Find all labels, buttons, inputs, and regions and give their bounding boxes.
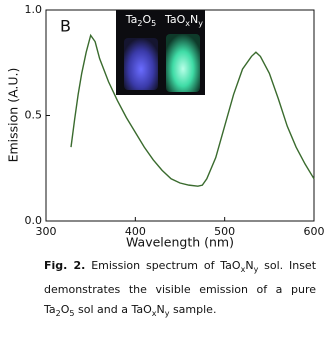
panel-label: B xyxy=(60,17,71,36)
x-axis-label: Wavelength (nm) xyxy=(126,235,234,250)
sub: 2 xyxy=(55,309,61,319)
t: N xyxy=(156,303,165,317)
t: O xyxy=(60,303,70,317)
sub: 5 xyxy=(69,309,75,319)
inset-label: Ta2O5 xyxy=(125,13,157,28)
x-tick-label: 400 xyxy=(125,225,146,238)
caption-label: Fig. 2. xyxy=(44,259,86,272)
x-tick-label: 300 xyxy=(36,225,57,238)
sub: y xyxy=(198,19,203,28)
sub: y xyxy=(253,265,259,275)
y-tick-label: 1.0 xyxy=(25,3,43,16)
vial-green xyxy=(166,34,200,92)
y-tick-label: 0.0 xyxy=(25,214,43,227)
t: sol. Inset demonstrates the visible emis… xyxy=(44,259,317,317)
y-axis-label: Emission (A.U.) xyxy=(6,68,21,163)
t: N xyxy=(245,259,254,272)
t: Emission spectrum of TaO xyxy=(91,259,241,272)
inset-label: TaOxNy xyxy=(164,13,203,28)
t: TaO xyxy=(164,13,186,26)
t: sol and a TaO xyxy=(74,303,152,317)
y-tick-label: 0.5 xyxy=(25,109,43,122)
t: sample. xyxy=(169,303,217,317)
x-tick-label: 600 xyxy=(304,225,325,238)
t: Ta xyxy=(125,13,138,26)
t: O xyxy=(142,13,151,26)
sub: x xyxy=(185,19,190,28)
sub: x xyxy=(151,309,157,319)
vial-blue xyxy=(124,38,158,90)
caption: Fig. 2. Emission spectrum of TaOxNy sol.… xyxy=(44,256,316,324)
sub: x xyxy=(240,265,246,275)
x-tick-label: 500 xyxy=(214,225,235,238)
sub: 5 xyxy=(151,19,156,28)
sub: 2 xyxy=(137,19,142,28)
t: N xyxy=(190,13,198,26)
chart: Ta2O5 TaOxNy B Wavelength (nm) Emission … xyxy=(6,3,325,250)
sub: y xyxy=(164,309,170,319)
spectrum-line xyxy=(70,33,315,187)
